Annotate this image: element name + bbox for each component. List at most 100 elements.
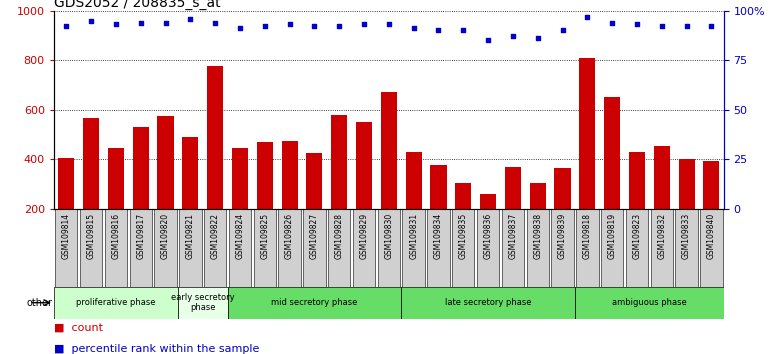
Bar xyxy=(356,122,372,258)
FancyBboxPatch shape xyxy=(651,209,673,287)
Bar xyxy=(83,118,99,258)
FancyBboxPatch shape xyxy=(601,209,623,287)
FancyBboxPatch shape xyxy=(55,209,78,287)
Point xyxy=(531,35,544,41)
Text: GSM109833: GSM109833 xyxy=(682,213,691,259)
FancyBboxPatch shape xyxy=(576,209,598,287)
Text: GSM109823: GSM109823 xyxy=(632,213,641,259)
Text: GSM109835: GSM109835 xyxy=(459,213,468,259)
Bar xyxy=(678,159,695,258)
Bar xyxy=(530,183,546,258)
Point xyxy=(581,14,594,19)
Text: GSM109821: GSM109821 xyxy=(186,213,195,259)
Point xyxy=(407,25,420,31)
FancyBboxPatch shape xyxy=(477,209,499,287)
Point xyxy=(333,24,346,29)
Text: mid secretory phase: mid secretory phase xyxy=(271,298,357,307)
Bar xyxy=(406,152,422,258)
Text: GSM109834: GSM109834 xyxy=(434,213,443,259)
FancyBboxPatch shape xyxy=(279,209,301,287)
Bar xyxy=(554,168,571,258)
FancyBboxPatch shape xyxy=(427,209,450,287)
Text: ■  count: ■ count xyxy=(54,322,103,332)
Point xyxy=(60,24,72,29)
Bar xyxy=(59,158,75,258)
Text: GSM109832: GSM109832 xyxy=(658,213,666,259)
Text: GSM109822: GSM109822 xyxy=(211,213,219,259)
Text: GSM109816: GSM109816 xyxy=(112,213,120,259)
Text: GSM109818: GSM109818 xyxy=(583,213,592,259)
Bar xyxy=(579,58,595,258)
Point xyxy=(283,22,296,27)
Bar xyxy=(207,66,223,258)
FancyBboxPatch shape xyxy=(105,209,127,287)
FancyBboxPatch shape xyxy=(626,209,648,287)
Text: GDS2052 / 208835_s_at: GDS2052 / 208835_s_at xyxy=(54,0,220,10)
Point xyxy=(482,38,494,43)
Text: GSM109830: GSM109830 xyxy=(384,213,393,259)
FancyBboxPatch shape xyxy=(253,209,276,287)
FancyBboxPatch shape xyxy=(229,209,251,287)
FancyBboxPatch shape xyxy=(575,287,724,319)
Bar xyxy=(604,97,620,258)
Text: GSM109840: GSM109840 xyxy=(707,213,716,259)
FancyBboxPatch shape xyxy=(228,287,401,319)
Point xyxy=(209,20,221,25)
Bar xyxy=(282,141,298,258)
FancyBboxPatch shape xyxy=(527,209,549,287)
Text: GSM109815: GSM109815 xyxy=(86,213,95,259)
FancyBboxPatch shape xyxy=(551,209,574,287)
Point xyxy=(457,28,470,33)
FancyBboxPatch shape xyxy=(80,209,102,287)
Bar xyxy=(505,167,521,258)
Point xyxy=(705,24,718,29)
Bar xyxy=(455,183,471,258)
FancyBboxPatch shape xyxy=(54,287,178,319)
Bar xyxy=(480,194,496,258)
Text: other: other xyxy=(27,298,52,308)
Point xyxy=(308,24,320,29)
Text: GSM109837: GSM109837 xyxy=(508,213,517,259)
FancyBboxPatch shape xyxy=(502,209,524,287)
Bar xyxy=(158,116,173,258)
Bar xyxy=(381,92,397,258)
Bar xyxy=(256,142,273,258)
Point xyxy=(631,22,643,27)
Point xyxy=(557,28,569,33)
FancyBboxPatch shape xyxy=(154,209,177,287)
Point xyxy=(184,16,196,21)
Text: GSM109814: GSM109814 xyxy=(62,213,71,259)
FancyBboxPatch shape xyxy=(452,209,474,287)
Point xyxy=(681,24,693,29)
Point xyxy=(358,22,370,27)
Point xyxy=(110,22,122,27)
Text: GSM109819: GSM109819 xyxy=(608,213,617,259)
Text: GSM109831: GSM109831 xyxy=(409,213,418,259)
Bar xyxy=(331,115,347,258)
Text: ■  percentile rank within the sample: ■ percentile rank within the sample xyxy=(54,344,259,354)
FancyBboxPatch shape xyxy=(179,209,202,287)
Text: GSM109839: GSM109839 xyxy=(558,213,567,259)
Point xyxy=(135,20,147,25)
FancyBboxPatch shape xyxy=(129,209,152,287)
FancyBboxPatch shape xyxy=(353,209,375,287)
FancyBboxPatch shape xyxy=(328,209,350,287)
Text: GSM109817: GSM109817 xyxy=(136,213,146,259)
Point xyxy=(432,28,444,33)
Bar xyxy=(108,148,124,258)
FancyBboxPatch shape xyxy=(700,209,722,287)
Text: GSM109827: GSM109827 xyxy=(310,213,319,259)
Bar xyxy=(306,153,323,258)
Text: ambiguous phase: ambiguous phase xyxy=(612,298,687,307)
Text: GSM109828: GSM109828 xyxy=(335,213,343,259)
Bar xyxy=(132,127,149,258)
Bar xyxy=(703,161,719,258)
Text: GSM109820: GSM109820 xyxy=(161,213,170,259)
Point xyxy=(507,34,519,39)
FancyBboxPatch shape xyxy=(303,209,326,287)
FancyBboxPatch shape xyxy=(403,209,425,287)
FancyBboxPatch shape xyxy=(401,287,575,319)
Bar xyxy=(182,137,199,258)
FancyBboxPatch shape xyxy=(377,209,400,287)
Bar xyxy=(430,165,447,258)
